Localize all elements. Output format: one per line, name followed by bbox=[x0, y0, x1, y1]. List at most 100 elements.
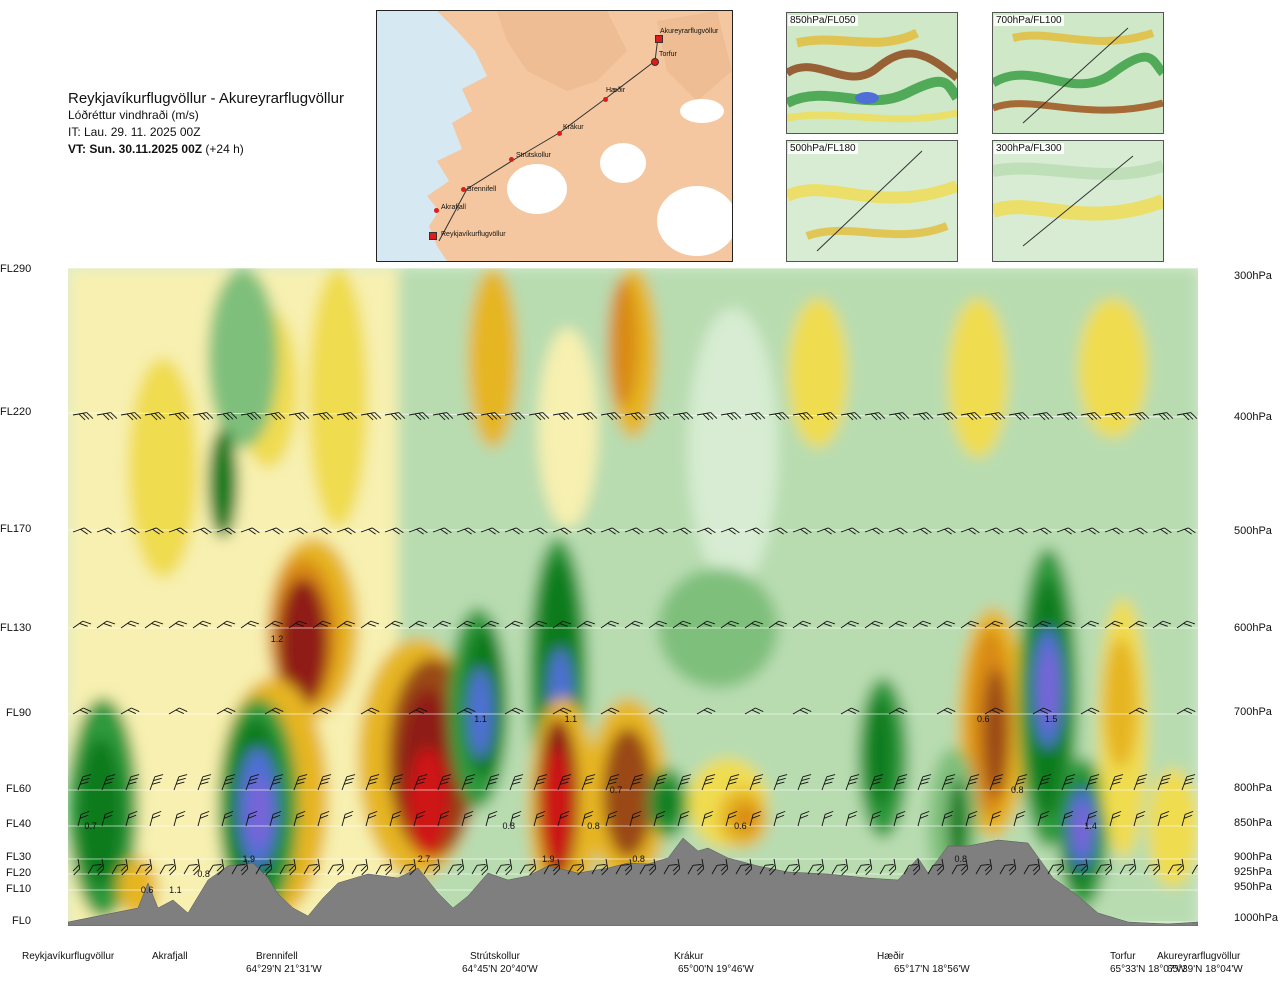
wind-barb bbox=[504, 707, 524, 715]
wind-barb bbox=[1109, 810, 1122, 827]
wind-barb bbox=[432, 527, 452, 535]
location-label: Reykjavíkurflugvöllur bbox=[22, 951, 115, 962]
wind-barb bbox=[1061, 774, 1076, 791]
wind-barb bbox=[912, 620, 932, 629]
wind-barb bbox=[432, 858, 441, 876]
wind-barb bbox=[672, 620, 692, 629]
wind-barb bbox=[447, 864, 462, 875]
wind-barb bbox=[384, 412, 406, 421]
wind-barb bbox=[1071, 864, 1086, 875]
wind-barb bbox=[144, 858, 153, 876]
wind-barb bbox=[485, 810, 498, 827]
wind-barb bbox=[1128, 858, 1137, 876]
wind-barb bbox=[456, 858, 465, 876]
wind-barb bbox=[672, 858, 681, 876]
wind-barb bbox=[936, 858, 945, 876]
wind-barb bbox=[672, 412, 694, 421]
value-label: 0.8 bbox=[632, 854, 645, 864]
wind-barb bbox=[120, 858, 129, 876]
wind-barb bbox=[96, 620, 116, 629]
thumb-300hpa[interactable]: 300hPa/FL300 bbox=[992, 140, 1164, 262]
wind-barb bbox=[576, 527, 596, 535]
wind-barb bbox=[245, 774, 260, 791]
wind-barb bbox=[437, 810, 450, 827]
wind-barb bbox=[831, 864, 846, 875]
wind-barb bbox=[456, 412, 478, 421]
map-label: Hæðir bbox=[606, 87, 626, 94]
wind-barb bbox=[869, 774, 884, 791]
wind-barb bbox=[912, 527, 932, 535]
wind-barb bbox=[437, 774, 452, 791]
chart-title: Reykjavíkurflugvöllur - Akureyrarflugvöl… bbox=[68, 90, 344, 107]
wind-barb bbox=[807, 864, 822, 875]
wind-barb bbox=[336, 858, 345, 876]
wind-barb bbox=[936, 527, 956, 535]
wind-barb bbox=[221, 810, 234, 827]
wind-barb bbox=[984, 620, 1004, 629]
wind-barb bbox=[629, 810, 642, 827]
thumb-850hpa[interactable]: 850hPa/FL050 bbox=[786, 12, 958, 134]
wind-barb bbox=[216, 412, 238, 421]
wind-barb bbox=[1080, 527, 1100, 535]
valid-time-lead: (+24 h) bbox=[205, 142, 244, 156]
wind-barb bbox=[399, 864, 414, 875]
wind-barb bbox=[1056, 527, 1076, 535]
wind-barb bbox=[648, 620, 668, 629]
wind-barb bbox=[144, 620, 164, 629]
field-cell bbox=[308, 268, 368, 528]
location-coord: 64°45'N 20°40'W bbox=[462, 964, 538, 975]
route-map-drawing bbox=[427, 11, 732, 261]
wind-barb bbox=[888, 412, 910, 421]
hpa-label: 800hPa bbox=[1234, 782, 1272, 794]
wind-barb bbox=[912, 412, 934, 421]
thumb-700hpa[interactable]: 700hPa/FL100 bbox=[992, 12, 1164, 134]
wind-barb bbox=[552, 707, 572, 715]
wind-barb bbox=[384, 620, 404, 629]
wind-barb bbox=[240, 412, 262, 421]
wind-barb bbox=[456, 707, 476, 715]
field-cell bbox=[1078, 298, 1148, 438]
wind-barb bbox=[216, 707, 236, 715]
fl-label: FL130 bbox=[0, 622, 32, 634]
map-label: Reykjavíkurflugvöllur bbox=[441, 231, 506, 238]
wind-barb bbox=[1047, 864, 1062, 875]
fl-label: FL90 bbox=[6, 707, 32, 719]
wind-barb bbox=[989, 810, 1002, 827]
map-label: Torfur bbox=[659, 51, 677, 58]
wind-barb bbox=[1056, 620, 1076, 629]
field-cell bbox=[603, 728, 653, 858]
wind-barb bbox=[317, 774, 332, 791]
wind-barb bbox=[749, 774, 764, 791]
field-cell bbox=[408, 748, 448, 858]
fl-label: FL170 bbox=[0, 523, 32, 535]
wind-barb bbox=[96, 858, 105, 876]
wind-barb bbox=[605, 774, 620, 791]
wind-barb bbox=[615, 864, 630, 875]
station-marker bbox=[603, 97, 608, 102]
thumb-500hpa[interactable]: 500hPa/FL180 bbox=[786, 140, 958, 262]
wind-barb bbox=[317, 810, 330, 827]
wind-barb bbox=[648, 412, 670, 421]
chart-header: Reykjavíkurflugvöllur - Akureyrarflugvöl… bbox=[68, 90, 344, 158]
wind-barb bbox=[663, 864, 678, 875]
wind-barb bbox=[192, 858, 201, 876]
location-label: Hæðir bbox=[877, 951, 905, 962]
wind-barb bbox=[749, 810, 762, 827]
chart-subtitle: Lóðréttur vindhraði (m/s) bbox=[68, 108, 199, 122]
wind-barb bbox=[471, 864, 486, 875]
wind-barb bbox=[552, 858, 561, 876]
wind-barb bbox=[792, 858, 801, 876]
field-cell bbox=[128, 358, 198, 578]
wind-barb bbox=[408, 858, 417, 876]
wind-barb bbox=[773, 810, 786, 827]
wind-barb bbox=[725, 774, 740, 791]
wind-barb bbox=[936, 412, 958, 421]
wind-barb bbox=[552, 620, 572, 629]
wind-barb bbox=[72, 527, 92, 535]
thumb-700-drawing bbox=[993, 13, 1163, 133]
wind-barb bbox=[144, 527, 164, 535]
wind-barb bbox=[1181, 774, 1196, 791]
route-map: Reykjavíkurflugvöllur Akrafjall Brennife… bbox=[376, 10, 733, 262]
wind-barb bbox=[264, 412, 286, 421]
thumb-label: 700hPa/FL100 bbox=[994, 15, 1064, 26]
